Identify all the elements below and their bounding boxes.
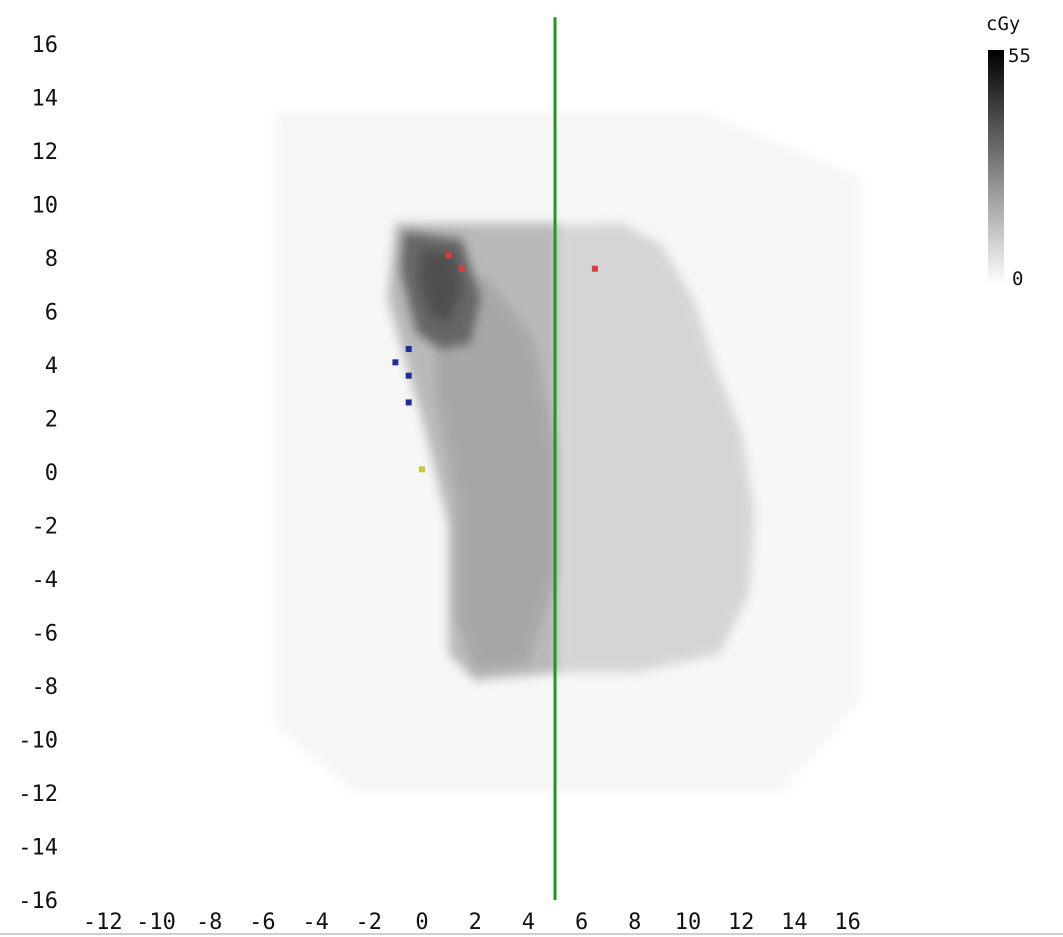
y-tick-label: -4 (32, 568, 59, 593)
red-marker (591, 265, 598, 272)
red-marker (445, 252, 452, 259)
colorbar-gradient (988, 50, 1004, 285)
y-tick-label: 2 (45, 408, 58, 433)
colorbar: cGy 55 0 (986, 13, 1031, 290)
x-tick-label: -6 (249, 910, 276, 935)
dose-region-lateral-lobe (560, 223, 755, 673)
y-tick-label: 0 (45, 461, 58, 486)
x-tick-label: 12 (728, 910, 755, 935)
x-tick-label: 10 (675, 910, 702, 935)
colorbar-unit-label: cGy (986, 13, 1020, 35)
y-axis-ticks: 16 14 12 10 8 6 4 2 0 -2 -4 -6 -8 -10 -12 -14 -16 (18, 33, 58, 914)
y-tick-label: -12 (18, 782, 58, 807)
x-tick-label: 8 (628, 910, 641, 935)
blue-marker (405, 372, 412, 379)
y-tick-label: -10 (18, 729, 58, 754)
dose-region-medial-core (435, 271, 555, 670)
x-tick-label: 0 (415, 910, 428, 935)
marker-layer (392, 252, 598, 473)
y-tick-label: -6 (32, 622, 59, 647)
y-tick-label: 12 (32, 140, 59, 165)
x-axis-ticks: -12 -10 -8 -6 -4 -2 0 2 4 6 8 10 12 14 16 (83, 910, 861, 935)
y-tick-label: 14 (32, 87, 59, 112)
x-tick-label: 2 (469, 910, 482, 935)
y-tick-label: 16 (32, 33, 59, 58)
x-tick-label: 14 (781, 910, 808, 935)
x-tick-label: -2 (356, 910, 383, 935)
y-tick-label: -16 (18, 889, 58, 914)
y-tick-label: -8 (32, 675, 59, 700)
colorbar-max-label: 55 (1008, 45, 1031, 67)
x-tick-label: -10 (136, 910, 176, 935)
y-tick-label: 10 (32, 194, 59, 219)
x-tick-label: -4 (302, 910, 329, 935)
x-tick-label: 6 (575, 910, 588, 935)
colorbar-min-label: 0 (1012, 268, 1023, 290)
x-tick-label: 4 (522, 910, 535, 935)
y-tick-label: -14 (18, 836, 58, 861)
red-marker (458, 265, 465, 272)
y-tick-label: 6 (45, 301, 58, 326)
x-tick-label: 16 (834, 910, 861, 935)
blue-marker (392, 359, 399, 366)
dose-region-hot-spot-peak (419, 250, 462, 323)
y-tick-label: 4 (45, 354, 58, 379)
y-tick-label: 8 (45, 247, 58, 272)
y-tick-label: -2 (32, 515, 59, 540)
x-tick-label: -12 (83, 910, 123, 935)
x-tick-label: -8 (196, 910, 223, 935)
dose-distribution (275, 110, 861, 793)
blue-marker (405, 345, 412, 352)
yellow-marker (419, 466, 425, 473)
blue-marker (405, 399, 412, 406)
